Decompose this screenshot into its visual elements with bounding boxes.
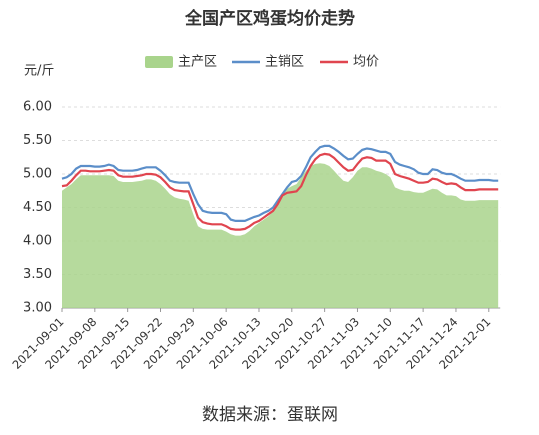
legend-label: 均价: [353, 55, 379, 70]
y-tick-label: 6.00: [23, 100, 52, 115]
legend-label: 主产区: [178, 55, 217, 70]
legend-label: 主销区: [265, 55, 304, 70]
y-tick-label: 3.50: [23, 267, 52, 282]
y-tick-label: 4.50: [23, 200, 52, 215]
y-tick-label: 4.00: [23, 234, 52, 249]
line: [61, 152, 499, 231]
chart-title: 全国产区鸡蛋均价走势: [184, 8, 355, 29]
source-note: 数据来源：蛋联网: [202, 405, 338, 425]
y-tick-label: 5.50: [23, 133, 52, 148]
y-tick-label: 3.00: [23, 301, 52, 316]
area: [62, 163, 499, 308]
y-tick-label: 5.00: [23, 167, 52, 182]
line: [61, 144, 499, 222]
legend-swatch: [145, 56, 173, 68]
y-axis-label: 元/斤: [24, 64, 54, 79]
